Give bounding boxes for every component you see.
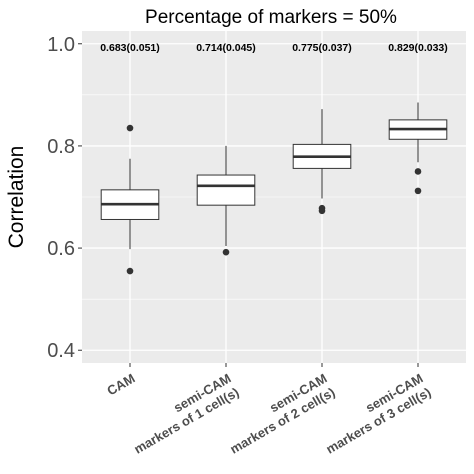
y-tick-label: 0.6: [47, 238, 75, 260]
outlier-point: [414, 187, 422, 195]
x-axis-ticks: CAM semi-CAMmarkers of 1 cell(s) semi-CAMm…: [104, 363, 434, 457]
y-tick-label: 1.0: [47, 34, 75, 56]
summary-label: 0.714(0.045): [196, 42, 256, 54]
x-tick-label: semi-CAMmarkers of 1 cell(s): [123, 371, 241, 457]
box: [196, 174, 256, 206]
x-tick-label-line: CAM: [104, 371, 137, 399]
outlier-point: [222, 248, 230, 256]
boxplot: [292, 109, 352, 215]
outlier-point: [126, 124, 134, 132]
outlier-point: [318, 207, 326, 215]
summary-annotations: 0.683(0.051) 0.714(0.045) 0.775(0.037) 0.82…: [100, 42, 448, 54]
boxplot: [388, 102, 448, 195]
boxplot: [100, 124, 160, 275]
summary-label: 0.829(0.033): [388, 42, 448, 54]
x-tick-label: semi-CAMmarkers of 3 cell(s): [315, 371, 433, 457]
y-tick-label: 0.4: [47, 340, 75, 362]
summary-label: 0.683(0.051): [100, 42, 160, 54]
outlier-point: [414, 168, 422, 175]
boxplot: [196, 145, 256, 256]
outlier-point: [126, 267, 134, 275]
x-tick-label: CAM: [104, 371, 137, 399]
boxplots: [100, 102, 448, 275]
y-tick-label: 0.8: [47, 136, 75, 158]
x-tick-label: semi-CAMmarkers of 2 cell(s): [219, 371, 337, 457]
chart-title: Percentage of markers = 50%: [145, 7, 397, 28]
y-axis-label: Correlation: [5, 146, 28, 249]
summary-label: 0.775(0.037): [292, 42, 352, 54]
y-axis-ticks: 0.4 0.6 0.8 1.0: [47, 34, 82, 362]
